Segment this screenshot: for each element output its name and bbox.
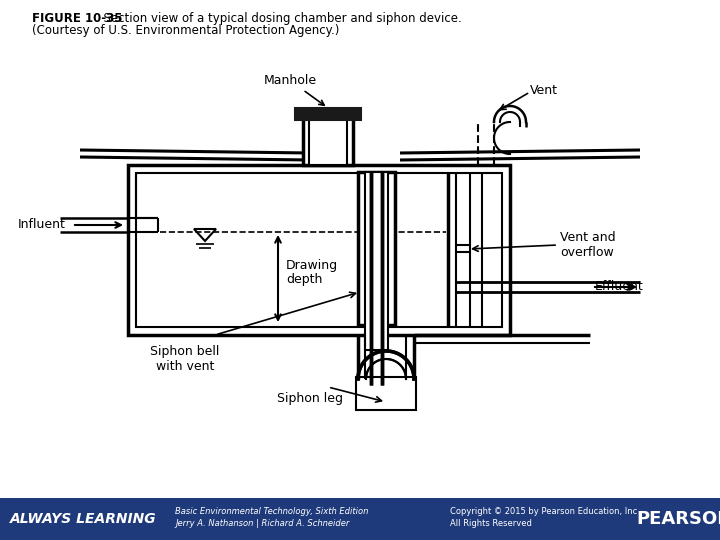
Text: ALWAYS LEARNING: ALWAYS LEARNING	[10, 512, 157, 526]
Text: Effluent: Effluent	[595, 280, 644, 294]
Text: Section view of a typical dosing chamber and siphon device.: Section view of a typical dosing chamber…	[96, 12, 462, 25]
Text: PEARSON: PEARSON	[637, 510, 720, 528]
Text: Drawing
depth: Drawing depth	[286, 259, 338, 287]
Text: Vent and
overflow: Vent and overflow	[560, 231, 616, 259]
Text: All Rights Reserved: All Rights Reserved	[450, 519, 532, 529]
Text: Siphon leg: Siphon leg	[277, 392, 343, 405]
Polygon shape	[358, 351, 414, 379]
Bar	[358, 172, 395, 325]
Text: Vent: Vent	[530, 84, 558, 97]
Text: Siphon bell
with vent: Siphon bell with vent	[150, 345, 220, 373]
Bar	[136, 173, 502, 327]
Bar	[356, 377, 416, 410]
Bar	[295, 108, 361, 120]
Text: Copyright © 2015 by Pearson Education, Inc: Copyright © 2015 by Pearson Education, I…	[450, 508, 637, 516]
Text: Manhole: Manhole	[264, 74, 324, 105]
Text: Basic Environmental Technology, Sixth Edition: Basic Environmental Technology, Sixth Ed…	[175, 508, 369, 516]
Bar	[128, 165, 510, 335]
Text: Influent: Influent	[18, 219, 66, 232]
Text: FIGURE 10-35: FIGURE 10-35	[32, 12, 122, 25]
Bar	[0, 498, 720, 540]
Text: Jerry A. Nathanson | Richard A. Schneider: Jerry A. Nathanson | Richard A. Schneide…	[175, 519, 349, 529]
Text: (Courtesy of U.S. Environmental Protection Agency.): (Courtesy of U.S. Environmental Protecti…	[32, 24, 339, 37]
Bar	[303, 110, 353, 165]
Bar	[365, 172, 388, 350]
Bar	[309, 110, 347, 165]
